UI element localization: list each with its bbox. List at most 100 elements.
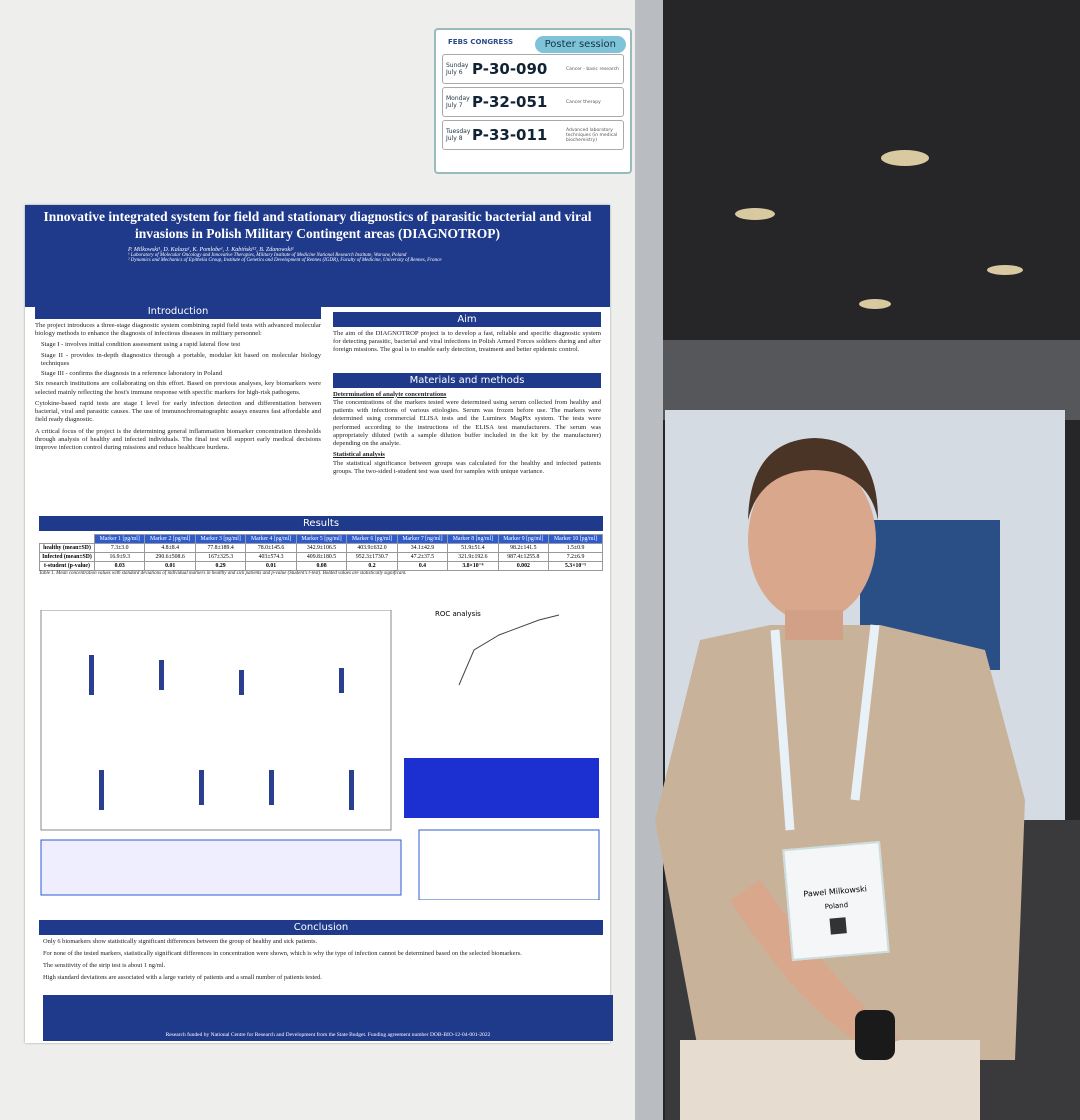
poster-header: Innovative integrated system for field a…	[25, 205, 610, 307]
section-heading: Materials and methods	[333, 372, 601, 388]
column-header: Marker 4 [pg/ml]	[245, 534, 297, 544]
table-row: t-student (p-value) 0.03 0.01 0.29 0.01 0.08 0…	[39, 561, 603, 571]
table-cell: 952.3±1730.7	[346, 552, 398, 562]
column-header: Marker 6 [pg/ml]	[346, 534, 398, 544]
session-day: Tuesday July 8	[446, 128, 471, 142]
intro-text: A critical focus of the project is the d…	[35, 427, 321, 452]
table-caption: Table 1. Mean concentration values with …	[39, 571, 407, 576]
footer: Research funded by National Centre for R…	[43, 995, 613, 1041]
table-cell: 321.9±192.6	[447, 552, 499, 562]
conclusion-bullet: Only 6 biomarkers show statistically sig…	[43, 938, 318, 945]
table-cell: 0.01	[245, 561, 297, 571]
row-label: healthy (mean±SD)	[39, 543, 95, 553]
poster-title: Innovative integrated system for field a…	[43, 209, 592, 241]
funding: Research funded by National Centre for R…	[165, 1032, 491, 1038]
row-label: t-student (p-value)	[39, 561, 95, 571]
session-topic: Advanced laboratory techniques (in medic…	[566, 127, 618, 143]
table-cell: 98.2±141.5	[497, 543, 550, 553]
table-cell: 0.08	[295, 561, 348, 571]
session-day: Sunday July 6	[446, 62, 469, 76]
results-table: Marker 1 [pg/ml] Marker 2 [pg/ml] Marker 3…	[39, 534, 603, 571]
table-cell: 5.3×10⁻⁵	[548, 561, 603, 571]
table-cell: 403±574.3	[245, 552, 297, 562]
column-header: Marker 1 [pg/ml]	[93, 534, 146, 544]
results: Results Marker 1 [pg/ml] Marker 2 [pg/ml]…	[39, 513, 603, 580]
table-cell: 0.29	[194, 561, 247, 571]
conclusion: Conclusion Only 6 biomarkers show statis…	[39, 917, 603, 986]
session-sign: FEBS CONGRESS Poster session Sunday July…	[434, 28, 632, 174]
column-header: Marker 7 [ng/ml]	[396, 534, 449, 544]
session-code: P-33-011	[472, 126, 548, 144]
intro-text: Cytokine-based rapid tests are stage I l…	[35, 399, 321, 424]
methods-text: The concentrations of the markers tested…	[333, 398, 601, 448]
corner	[39, 534, 95, 544]
aim-text: The aim of the DIAGNOTROP project is to …	[333, 330, 601, 354]
session-topic: Cancer - basic research	[566, 66, 619, 72]
table-cell: 77.8±189.4	[194, 543, 247, 553]
intro-text: Six research institutions are collaborat…	[35, 380, 321, 396]
column-header: Marker 3 [pg/ml]	[194, 534, 247, 544]
table-cell: 4.8±8.4	[144, 543, 196, 553]
table-cell: 987.4±1255.8	[497, 552, 550, 562]
session-code: P-32-051	[472, 93, 548, 111]
table-cell: 47.2±37.5	[396, 552, 449, 562]
authors: P. Milkowski¹, D. Kaluza¹, K. Pomlobe¹, …	[128, 246, 294, 253]
table-cell: 167±325.3	[194, 552, 247, 562]
intro-text: Stage III - confirms the diagnosis in a …	[41, 370, 223, 378]
section-heading: Results	[39, 516, 603, 531]
table-cell: 0.03	[93, 561, 146, 571]
column-header: Marker 8 [ng/ml]	[447, 534, 499, 544]
table-cell: 290.6±508.6	[144, 552, 196, 562]
figures	[40, 610, 600, 900]
table-cell: 34.1±42.9	[396, 543, 449, 553]
name-badge: Pawel Milkowski Poland	[782, 840, 890, 962]
table-cell: 0.4	[396, 561, 449, 571]
table-header: Marker 1 [pg/ml] Marker 2 [pg/ml] Marker 3…	[39, 534, 603, 544]
table-cell: 3.8×10⁻⁶	[447, 561, 499, 571]
table-cell: 0.002	[497, 561, 550, 571]
column-header: Marker 2 [pg/ml]	[144, 534, 196, 544]
table-row: Infected (mean±SD) 16.9±9.3 290.6±508.6 167…	[39, 552, 603, 562]
row-label: Infected (mean±SD)	[39, 552, 95, 562]
right-column: Aim The aim of the DIAGNOTROP project is…	[333, 309, 601, 479]
session-topic: Cancer therapy	[566, 99, 601, 105]
badge-name: Pawel Milkowski	[803, 884, 868, 899]
brand: FEBS CONGRESS	[448, 38, 514, 46]
session-code: P-30-090	[472, 60, 548, 78]
intro-text: The project introduces a three-stage dia…	[35, 322, 321, 338]
table-cell: 409.8±180.5	[295, 552, 348, 562]
affiliation: ² Dynamics and Mechanics of Epithelia Gr…	[128, 257, 442, 263]
table-cell: 403.9±632.0	[346, 543, 398, 553]
column-header: Marker 10 [pg/ml]	[548, 534, 603, 544]
table-cell: 78.0±145.6	[245, 543, 297, 553]
subheading: Determination of analyte concentrations	[333, 390, 447, 398]
intro-text: Stage II - provides in-depth diagnostics…	[41, 351, 321, 367]
affiliation: ¹ Laboratory of Molecular Oncology and I…	[128, 252, 407, 258]
session-row: Tuesday July 8 P-33-011 Advanced laborator…	[442, 120, 624, 150]
session-row: Sunday July 6 P-30-090 Cancer - basic rese…	[442, 54, 624, 84]
table-cell: 0.2	[346, 561, 398, 571]
conclusion-bullet: For none of the tested markers, statisti…	[43, 950, 522, 957]
table-cell: 7.3±3.0	[93, 543, 146, 553]
conclusion-bullet: The sensitivity of the strip test is abo…	[43, 962, 166, 969]
session-row: Monday July 7 P-32-051 Cancer therapy	[442, 87, 624, 117]
table-cell: 342.9±106.5	[295, 543, 348, 553]
poster: Innovative integrated system for field a…	[25, 205, 613, 1043]
table-row: healthy (mean±SD) 7.3±3.0 4.8±8.4 77.8±189.…	[39, 543, 603, 553]
section-heading: Introduction	[35, 304, 321, 319]
roc-label: ROC analysis	[435, 610, 481, 618]
left-column: Introduction The project introduces a th…	[35, 301, 321, 455]
intro-text: Stage I - involves initial condition ass…	[41, 341, 241, 349]
conclusion-bullet: High standard deviations are associated …	[43, 974, 322, 981]
column-header: Marker 9 [pg/ml]	[497, 534, 550, 544]
subheading: Statistical analysis	[333, 451, 385, 459]
table-cell: 51.9±51.4	[447, 543, 499, 553]
section-heading: Conclusion	[39, 920, 603, 935]
table-cell: 16.9±9.3	[93, 552, 146, 562]
table-cell: 0.01	[144, 561, 196, 571]
table-cell: 7.2±6.9	[548, 552, 603, 562]
sign-heading: Poster session	[534, 36, 626, 53]
methods-text: The statistical significance between gro…	[333, 459, 601, 475]
badge-country: Poland	[824, 900, 849, 911]
